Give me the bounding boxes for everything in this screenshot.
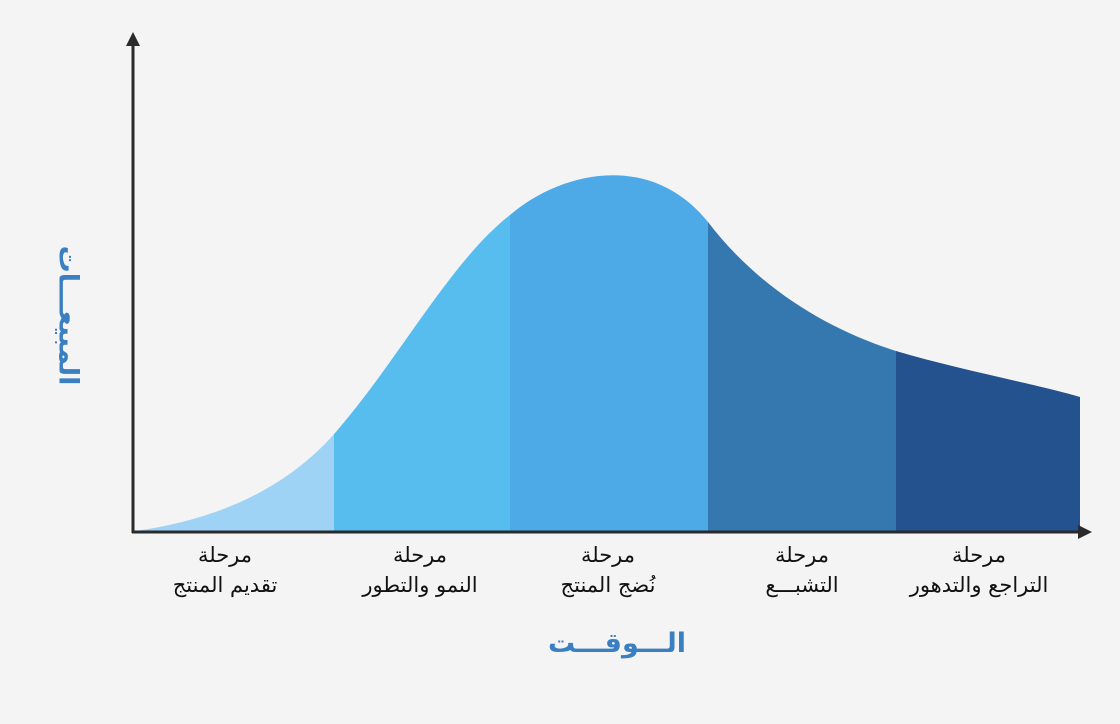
- stage-label-line2: تقديم المنتج: [172, 573, 278, 597]
- stage-label-line1: مرحلة: [580, 543, 636, 567]
- stage-label-growth: مرحلة النمو والتطور: [330, 540, 510, 600]
- stage-label-introduction: مرحلة تقديم المنتج: [135, 540, 315, 600]
- stage-label-line2: نُضج المنتج: [560, 573, 656, 597]
- x-axis-title: الـــوقـــت: [548, 628, 686, 659]
- x-axis-arrowhead: [1078, 525, 1092, 539]
- stage-band-saturation: [708, 175, 897, 531]
- stage-band-introduction: [135, 175, 335, 531]
- stage-label-line2: التشبـــع: [765, 573, 839, 597]
- stage-band-growth: [334, 175, 511, 531]
- stage-band-maturity: [510, 175, 709, 531]
- stage-label-line1: مرحلة: [197, 543, 253, 567]
- stage-label-maturity: مرحلة نُضج المنتج: [518, 540, 698, 600]
- y-axis-title: المبيعـــات: [52, 245, 84, 386]
- axes: [126, 32, 1092, 539]
- stage-label-line2: التراجع والتدهور: [909, 573, 1049, 597]
- stage-label-line1: مرحلة: [774, 543, 830, 567]
- stage-label-decline: مرحلة التراجع والتدهور: [889, 540, 1069, 600]
- stage-label-saturation: مرحلة التشبـــع: [712, 540, 892, 600]
- stage-band-decline: [896, 175, 1080, 531]
- stage-label-line1: مرحلة: [392, 543, 448, 567]
- y-axis-arrowhead: [126, 32, 140, 46]
- stage-label-line2: النمو والتطور: [362, 573, 478, 597]
- stage-label-line1: مرحلة: [951, 543, 1007, 567]
